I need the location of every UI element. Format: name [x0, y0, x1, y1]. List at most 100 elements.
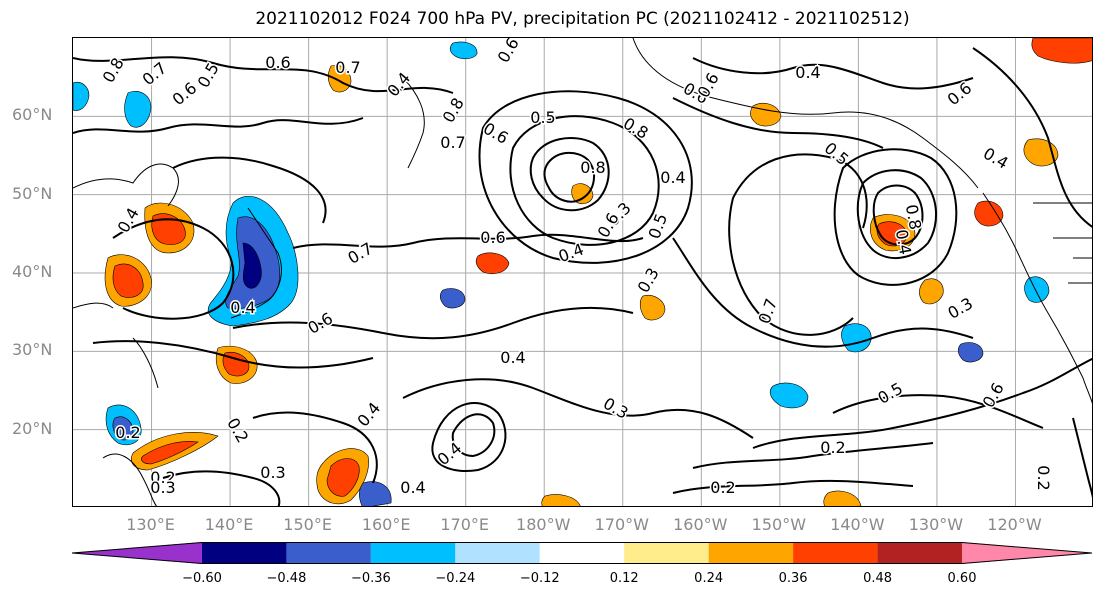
pv-contour-line — [232, 306, 634, 340]
latitude-label: 20°N — [12, 418, 53, 438]
pv-contour-line — [872, 184, 924, 246]
pv-contour-line — [1072, 417, 1092, 498]
contour-label: 0.2 — [1034, 465, 1053, 490]
longitude-label: 160°W — [673, 515, 728, 534]
precip-positive-area — [919, 278, 944, 305]
contour-label: 0.3 — [944, 294, 976, 323]
pv-contour-line — [856, 169, 938, 260]
contour-label: 0.6 — [304, 309, 336, 338]
colorbar-tick-label: −0.24 — [435, 571, 476, 586]
precip-positive-area — [750, 103, 782, 127]
precip-negative-area — [769, 382, 809, 409]
contour-label: 0.8 — [580, 158, 605, 177]
contour-label: 0.4 — [114, 204, 143, 236]
latitude-label: 50°N — [12, 183, 53, 203]
pv-contour-line — [73, 56, 454, 94]
map-frame: 0.8 0.7 0.6 0.5 0.6 0.7 0.4 0.8 0.6 0.7 0.5 0.6 0.8 0… — [72, 37, 1093, 507]
contour-label: 0.5 — [530, 108, 555, 127]
contour-label: 0.7 — [344, 239, 376, 268]
pv-contour-line — [672, 479, 914, 494]
pv-contour-line — [543, 151, 595, 203]
pv-contour-line — [529, 137, 610, 212]
contour-label: 0.4 — [230, 298, 255, 317]
colorbar-extend-high — [962, 542, 1092, 564]
contour-label: 0.2 — [710, 478, 735, 497]
map-canvas: 0.8 0.7 0.6 0.5 0.6 0.7 0.4 0.8 0.6 0.7 0.5 0.6 0.8 0… — [73, 38, 1092, 506]
alaska-coastline — [632, 38, 979, 189]
pv-contour-line — [728, 153, 868, 336]
contour-label: 0.8 — [620, 114, 652, 143]
pv-contour-line — [431, 402, 507, 472]
longitude-label: 130°E — [126, 515, 175, 534]
precip-positive-area — [639, 295, 666, 321]
longitude-label: 150°E — [283, 515, 332, 534]
precip-positive-area — [823, 490, 862, 506]
colorbar-tick-label: −0.48 — [266, 571, 307, 586]
precip-negative-area — [841, 323, 872, 353]
colorbar-segment — [370, 542, 456, 564]
contour-label: 0.6 — [480, 228, 505, 247]
contour-label: 0.4 — [434, 438, 466, 469]
colorbar-segment — [793, 542, 878, 564]
pv-contour-line — [672, 237, 974, 348]
contour-label: 0.4 — [980, 144, 1012, 173]
contour-label: 0.2 — [115, 423, 140, 442]
contour-label: 0.5 — [645, 211, 672, 241]
contour-label: 0.4 — [795, 63, 820, 82]
pv-contours — [73, 47, 1092, 506]
longitude-label: 140°E — [204, 515, 254, 534]
colorbar-tick-label: −0.60 — [182, 571, 222, 586]
north-america-coastline — [982, 192, 1092, 404]
contour-label: 0.4 — [353, 399, 384, 431]
precip-positive-area — [327, 65, 352, 93]
colorbar-segment — [202, 542, 287, 564]
latitude-label: 40°N — [12, 262, 53, 281]
contour-label: 0.4 — [400, 478, 425, 497]
longitude-label: 150°W — [751, 515, 807, 534]
latitude-label: 60°N — [12, 105, 53, 125]
contour-label: 0.4 — [383, 69, 414, 101]
contour-label: 0.2 — [150, 468, 175, 487]
contour-label: 0.2 — [223, 414, 252, 446]
latitude-label: 30°N — [12, 340, 53, 360]
colorbar-tick-label: 0.24 — [694, 571, 724, 586]
contour-label: 0.6 — [944, 78, 976, 109]
colorbar-tick-label: −0.36 — [350, 571, 391, 586]
coastlines — [73, 38, 1092, 506]
precip-positive-core — [112, 263, 144, 298]
pv-contour-line — [692, 57, 974, 90]
contour-label: 0.3 — [150, 478, 175, 497]
pv-contour-line — [451, 413, 496, 458]
contour-label: 0.4 — [500, 348, 525, 367]
longitude-label: 160°E — [361, 515, 411, 534]
pv-contour-line — [92, 340, 374, 369]
colorbar-tick-label: −0.12 — [519, 571, 560, 586]
contour-label: 0.7 — [755, 296, 782, 326]
pv-contour-line — [509, 115, 660, 246]
contour-label: 0.7 — [139, 58, 171, 89]
colorbar-outline — [71, 542, 1093, 564]
longitude-label: 170°E — [440, 515, 490, 534]
colorbar — [71, 542, 1093, 564]
colorbar-tick-label: 0.12 — [609, 571, 639, 586]
precip-positive-area — [541, 494, 581, 506]
contour-label: 0.6 — [265, 53, 290, 72]
pv-contour-line — [252, 411, 378, 484]
precip-negative-center — [242, 242, 262, 289]
precip-positive-core — [141, 441, 199, 465]
colorbar-segment — [877, 542, 962, 564]
pv-contour-line — [478, 90, 693, 264]
precip-negative-area — [358, 481, 392, 506]
pv-contour-line — [73, 117, 364, 134]
colorbar-tick-label: 0.60 — [947, 571, 977, 586]
precip-positive-area — [571, 183, 594, 205]
colorbar-segment — [708, 542, 794, 564]
contour-label: 0.3 — [634, 264, 663, 296]
precip-negative-area — [1024, 276, 1050, 303]
colorbar-segment — [624, 542, 709, 564]
pv-contour-line — [112, 218, 235, 320]
contour-label: 0.2 — [820, 438, 845, 457]
longitude-label: 170°W — [594, 515, 649, 534]
pv-contour-line — [972, 47, 1092, 228]
pv-contour-line — [172, 156, 327, 224]
